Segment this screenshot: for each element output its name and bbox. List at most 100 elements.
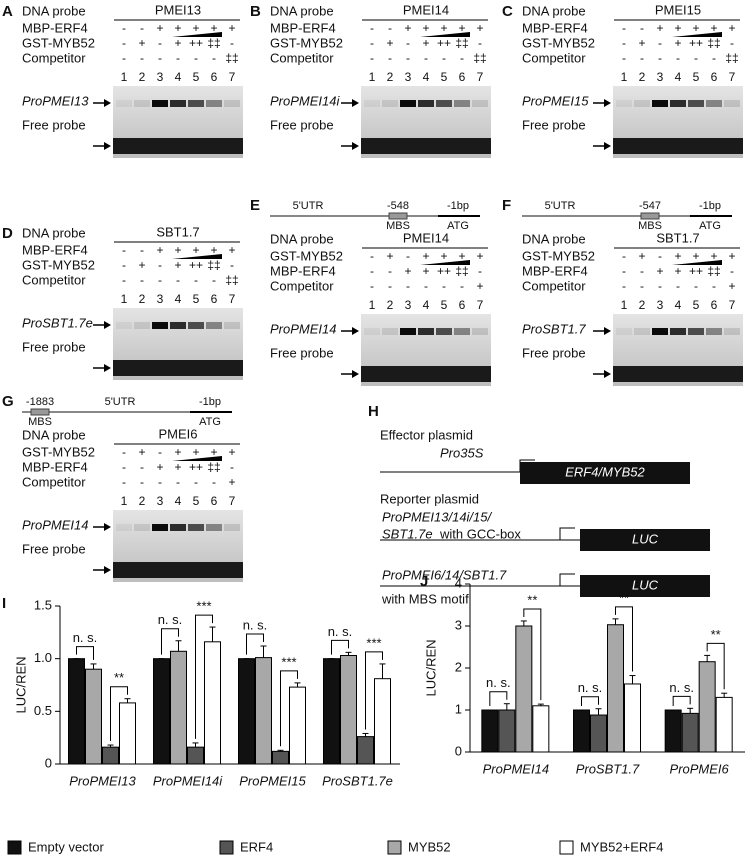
lane-number: 6 [711,298,718,312]
arrow-head [104,142,111,150]
site-label: -547 [639,200,661,212]
shifted-band [454,100,470,107]
lane-mark: + [228,243,235,257]
significance-bracket [523,608,542,701]
lane-number: 5 [441,298,448,312]
lane-mark: ‡‡ [207,460,220,474]
lane-mark: + [692,249,699,263]
panel-letter: E [250,197,260,214]
x-tick-label: ProPMEI15 [239,773,306,788]
lane-mark: - [622,36,626,50]
lane-mark: - [370,51,374,65]
panel-letter: A [2,3,13,20]
bar: MYB52 [698,661,716,753]
lane-mark: - [194,273,198,287]
lane-mark: - [122,258,126,272]
lane-number: 5 [693,70,700,84]
lane-mark: - [406,279,410,293]
lane-mark: - [122,36,126,50]
significance-label: *** [366,635,381,650]
shifted-band [170,524,186,531]
lane-number: 4 [175,292,182,306]
bar: ERF4 [187,746,204,765]
band-label: ProPMEI14i [270,93,340,108]
panel-letter: D [2,225,13,242]
lane-number: 4 [423,298,430,312]
arrow-head [352,327,359,335]
significance-bracket [615,606,633,672]
shifted-band [706,328,722,335]
shifted-band [652,100,668,107]
shifted-band [724,100,740,107]
arrow-head [104,99,111,107]
lane-mark: - [406,36,410,50]
x-tick-label: ProPMEI13 [69,773,136,788]
lane-number: 2 [639,70,646,84]
mbs-box [30,408,50,416]
shifted-band [116,322,132,329]
bar: Empty vector [238,658,255,765]
reporter-promoter: ProPMEI13/14i/15/ [382,509,493,524]
effector-title: Effector plasmid [380,427,473,442]
free-probe-label: Free probe [22,339,86,354]
significance-bracket [246,633,264,655]
probe-name: PMEI13 [155,2,201,17]
bar: ERF4 [498,709,516,753]
legend-label: MYB52+ERF4 [580,839,663,854]
lane-mark: - [176,475,180,489]
lane-number: 1 [369,70,376,84]
lane-mark: - [424,51,428,65]
significance-bracket [76,646,94,660]
lane-mark: + [210,243,217,257]
gene-box [580,529,710,551]
shifted-band [224,322,240,329]
lane-number: 3 [405,70,412,84]
lane-number: 1 [121,70,128,84]
gene-box [520,462,690,484]
row-label: Competitor [22,474,86,489]
row-label: Competitor [522,278,586,293]
band-label: ProPMEI14 [22,517,88,532]
lane-mark: - [640,51,644,65]
row-label: Competitor [22,50,86,65]
lane-number: 6 [211,292,218,306]
lane-number: 6 [211,70,218,84]
lane-mark: - [194,475,198,489]
utr-label: 5'UTR [545,200,576,212]
panel-letter: G [2,393,14,410]
shifted-band [188,322,204,329]
lane-mark: - [370,279,374,293]
lane-mark: + [476,21,483,35]
titration-wedge [420,32,470,37]
lane-mark: + [728,279,735,293]
shifted-band [206,524,222,531]
significance-label: ** [527,592,537,607]
titration-wedge [172,254,222,259]
lane-number: 4 [675,298,682,312]
lane-mark: + [458,249,465,263]
lane-number: 6 [211,494,218,508]
lane-number: 7 [229,494,236,508]
lane-number: 7 [229,292,236,306]
lane-mark: ‡‡ [707,264,720,278]
lane-mark: - [406,249,410,263]
x-tick-label: ProPMEI6 [670,761,730,776]
atg-label: ATG [199,416,221,428]
y-tick-label: 0.5 [34,703,52,718]
row-label: MBP-ERF4 [22,242,88,257]
lane-mark: - [388,51,392,65]
lane-mark: - [478,264,482,278]
significance-label: n. s. [73,630,98,645]
panel-letter: I [2,595,6,612]
lane-mark: + [710,249,717,263]
bar: MYB52 [85,668,102,765]
lane-number: 7 [229,70,236,84]
arrow-head [104,523,111,531]
lane-number: 6 [711,70,718,84]
lane-mark: - [230,460,234,474]
arrow-head [104,364,111,372]
atg-label: ATG [447,220,469,232]
lane-mark: - [622,279,626,293]
lane-mark: - [122,445,126,459]
